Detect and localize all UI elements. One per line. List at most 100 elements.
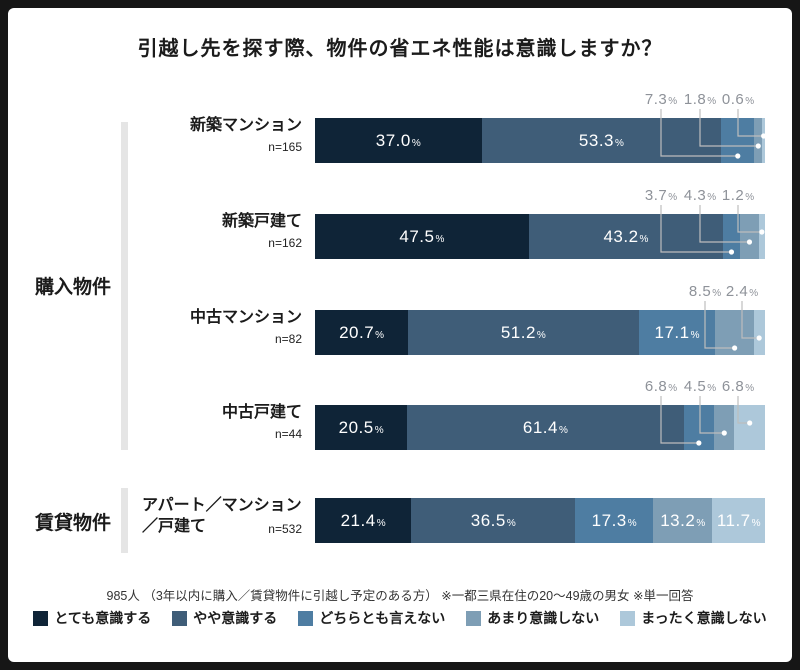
- bar-row: 37.0% 53.3%: [315, 118, 765, 163]
- bar-segment: [753, 310, 765, 355]
- legend-swatch: [172, 610, 188, 626]
- row-label: 中古戸建て n=44: [142, 403, 302, 442]
- row-label: 中古マンション n=82: [142, 308, 302, 347]
- callout-value-label: 2.4%: [725, 283, 759, 300]
- segment-value-label: 11.7%: [716, 510, 761, 530]
- bar-segment: [723, 214, 740, 259]
- legend-item: どちらとも言えない: [298, 608, 445, 628]
- stacked-bar-chart: 購入物件賃貸物件 新築マンション n=165 37.0% 53.3% 7.3% 1.8% 0.…: [8, 8, 792, 662]
- segment-value-label: 17.3%: [591, 510, 637, 530]
- callout-labels: 6.8% 4.5% 6.8%: [315, 378, 765, 396]
- group-bracket: [121, 488, 128, 553]
- bar-segment: 17.1%: [638, 310, 716, 355]
- segment-value-label: 17.1%: [654, 322, 700, 342]
- survey-footnote: 985人 （3年以内に購入／賃貸物件に引越し予定のある方） ※一都三県在住の20…: [106, 589, 694, 603]
- legend-item: やや意識する: [172, 608, 277, 628]
- legend-label: まったく意識しない: [641, 610, 767, 626]
- bar-segment: 36.5%: [411, 498, 576, 543]
- bar-segment: [759, 214, 765, 259]
- callout-value-label: 6.8%: [644, 378, 678, 395]
- segment-value-label: 51.2%: [500, 322, 546, 342]
- bar-segment: [721, 118, 755, 163]
- legend-label: あまり意識しない: [487, 610, 600, 626]
- callout-labels: 3.7% 4.3% 1.2%: [315, 187, 765, 205]
- category-name: ／戸建て: [142, 517, 207, 535]
- legend-item: まったく意識しない: [620, 608, 767, 628]
- bar-segment: [683, 405, 715, 450]
- group-label: 賃貸物件: [34, 513, 111, 534]
- callout-labels: 7.3% 1.8% 0.6%: [315, 91, 765, 109]
- category-name: 新築マンション: [189, 117, 302, 134]
- sample-size: n=82: [274, 331, 302, 346]
- callout-value-label: 4.3%: [683, 187, 717, 204]
- bar-segment: 51.2%: [408, 310, 639, 355]
- bar-segment: 20.7%: [315, 310, 409, 355]
- sample-size: n=165: [268, 139, 302, 154]
- bar-segment: 37.0%: [315, 118, 482, 163]
- legend-swatch: [466, 610, 482, 626]
- bar-segment: 13.2%: [653, 498, 713, 543]
- bar-segment: [762, 118, 765, 163]
- bar-segment: [754, 118, 763, 163]
- bar-segment: 43.2%: [528, 214, 724, 259]
- legend-item: とても意識する: [33, 608, 151, 628]
- legend-swatch: [620, 610, 636, 626]
- bar-segment: [714, 405, 735, 450]
- row-label: 新築戸建て n=162: [142, 212, 302, 251]
- group-bracket: [121, 122, 128, 450]
- callout-value-label: 1.2%: [721, 187, 755, 204]
- bar-segment: 53.3%: [481, 118, 722, 163]
- bar-segment: 11.7%: [712, 498, 765, 543]
- segment-value-label: 36.5%: [470, 510, 516, 530]
- segment-value-label: 37.0%: [375, 130, 421, 150]
- page-title: 引越し先を探す際、物件の省エネ性能は意識しますか？: [137, 38, 663, 60]
- row-label: 新築マンション n=165: [142, 116, 302, 155]
- sample-size: n=162: [268, 235, 302, 250]
- callout-value-label: 8.5%: [688, 283, 722, 300]
- segment-value-label: 21.4%: [340, 510, 386, 530]
- callout-value-label: 0.6%: [721, 91, 755, 108]
- segment-value-label: 43.2%: [603, 226, 649, 246]
- callout-value-label: 7.3%: [644, 91, 678, 108]
- legend-label: やや意識する: [193, 610, 278, 626]
- segment-value-label: 47.5%: [399, 226, 445, 246]
- chart-legend: とても意識する やや意識する どちらとも言えない あまり意識しない まったく意識しない: [8, 608, 792, 628]
- segment-value-label: 20.7%: [339, 322, 385, 342]
- sample-size: n=532: [268, 522, 302, 536]
- legend-swatch: [33, 610, 49, 626]
- bar-segment: [739, 214, 760, 259]
- category-name: 中古戸建て: [221, 404, 302, 421]
- chart-card: 引越し先を探す際、物件の省エネ性能は意識しますか？ 購入物件賃貸物件 新築マンショ…: [8, 8, 792, 662]
- group-label: 購入物件: [34, 277, 111, 298]
- bar-segment: [715, 310, 754, 355]
- bar-row: 20.5% 61.4%: [315, 405, 765, 450]
- bar-row: 47.5% 43.2%: [315, 214, 765, 259]
- category-name: アパート／マンション: [142, 497, 302, 514]
- sample-size: n=44: [274, 426, 302, 441]
- legend-label: どちらとも言えない: [319, 610, 446, 626]
- bar-segment: [734, 405, 765, 450]
- callout-value-label: 1.8%: [683, 91, 717, 108]
- segment-value-label: 61.4%: [522, 417, 568, 437]
- bar-segment: 17.3%: [575, 498, 654, 543]
- bar-segment: 47.5%: [315, 214, 529, 259]
- callout-labels: 8.5% 2.4%: [315, 283, 765, 301]
- category-name: 中古マンション: [189, 309, 302, 326]
- category-name: 新築戸建て: [221, 213, 302, 230]
- callout-value-label: 6.8%: [721, 378, 755, 395]
- bar-segment: 61.4%: [407, 405, 684, 450]
- legend-item: あまり意識しない: [466, 608, 599, 628]
- segment-value-label: 20.5%: [338, 417, 384, 437]
- bar-segment: 21.4%: [315, 498, 412, 543]
- row-label: アパート／マンション ／戸建て n=532: [142, 496, 302, 538]
- segment-value-label: 53.3%: [578, 130, 624, 150]
- callout-value-label: 3.7%: [644, 187, 678, 204]
- legend-swatch: [298, 610, 314, 626]
- bar-row: 20.7% 51.2% 17.1%: [315, 310, 765, 355]
- bar-row: 21.4% 36.5% 17.3% 13.2% 11.7%: [315, 498, 765, 543]
- callout-value-label: 4.5%: [683, 378, 717, 395]
- segment-value-label: 13.2%: [660, 510, 706, 530]
- legend-label: とても意識する: [54, 610, 152, 626]
- bar-segment: 20.5%: [315, 405, 408, 450]
